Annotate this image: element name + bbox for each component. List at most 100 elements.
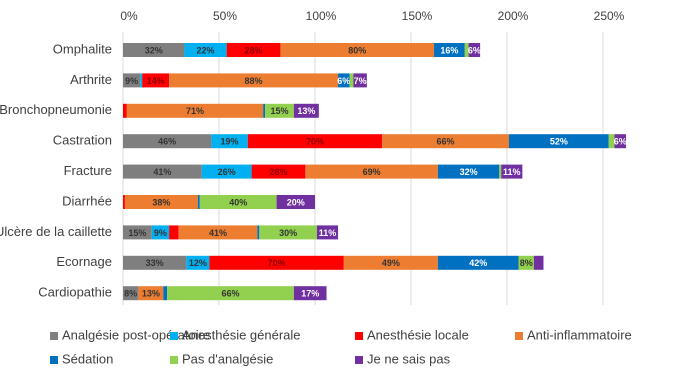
legend-label: Anesthésie générale: [182, 327, 301, 342]
bar-segment: [265, 103, 294, 118]
bar-segment: [197, 195, 200, 209]
value-label: 11%: [503, 167, 521, 177]
value-label: 16%: [440, 45, 458, 55]
legend-swatch: [50, 356, 58, 364]
bar-segment: [464, 43, 469, 57]
bar-segment: [293, 286, 327, 301]
category-label: Castration: [53, 133, 112, 148]
value-label: 28%: [245, 45, 263, 55]
value-label: 15%: [270, 106, 288, 116]
value-label: 70%: [306, 137, 324, 147]
bar-segment: [316, 225, 339, 240]
legend-swatch: [515, 332, 523, 340]
category-label: Bronchopneumonie: [0, 102, 112, 117]
category-label: Cardiopathie: [38, 285, 112, 300]
bar-segment: [169, 73, 339, 88]
value-label: 88%: [245, 76, 263, 86]
legend-swatch: [355, 332, 363, 340]
bar-segment: [140, 73, 143, 88]
bar-segment: [151, 225, 170, 240]
value-label: 66%: [437, 137, 455, 147]
value-label: 66%: [222, 289, 240, 299]
value-label: 32%: [460, 167, 478, 177]
value-label: 80%: [348, 45, 366, 55]
value-label: 8%: [124, 289, 137, 299]
bar-segment: [508, 134, 609, 149]
bar-segment: [123, 255, 187, 270]
legend-label: Sédation: [62, 351, 113, 366]
value-label: 49%: [382, 258, 400, 268]
bar-segment: [437, 164, 500, 179]
bar-segment: [437, 255, 519, 270]
legend-label: Je ne sais pas: [367, 351, 451, 366]
value-label: 28%: [270, 167, 288, 177]
value-label: 41%: [209, 228, 227, 238]
category-label: Diarrhée: [62, 193, 112, 208]
value-label: 40%: [229, 197, 247, 207]
bar-segment: [608, 134, 615, 149]
value-label: 46%: [158, 137, 176, 147]
bar-segment: [211, 134, 248, 149]
bar-segment: [468, 43, 481, 57]
value-label: 12%: [189, 258, 207, 268]
bar-segment: [123, 43, 185, 57]
bar-segment: [251, 164, 306, 179]
value-label: 13%: [297, 106, 315, 116]
bar-segment: [199, 195, 277, 209]
bar-segment: [499, 164, 502, 179]
value-label: 42%: [469, 258, 487, 268]
bar-segment: [123, 73, 141, 88]
bar-segment: [167, 286, 294, 301]
x-tick-label: 50%: [213, 9, 237, 23]
value-label: 70%: [268, 258, 286, 268]
bar-segment: [184, 43, 227, 57]
legend-swatch: [355, 356, 363, 364]
x-tick-label: 250%: [594, 9, 625, 23]
x-tick-label: 200%: [498, 9, 529, 23]
bar-segment: [259, 225, 317, 240]
value-label: 8%: [520, 258, 533, 268]
bar-segment: [123, 286, 139, 301]
bar-segment: [123, 195, 125, 209]
value-label: 15%: [128, 228, 146, 238]
category-label: Omphalite: [53, 41, 112, 56]
bar-segment: [209, 255, 344, 270]
bar-segment: [142, 73, 170, 88]
x-tick-label: 0%: [120, 9, 138, 23]
bar-segment: [518, 255, 534, 270]
value-label: 6%: [614, 137, 627, 147]
bar-segment: [533, 255, 544, 270]
value-label: 52%: [550, 137, 568, 147]
value-label: 30%: [279, 228, 297, 238]
value-label: 41%: [153, 167, 171, 177]
bar-segment: [123, 225, 152, 240]
x-tick-label: 100%: [306, 9, 337, 23]
bar-segment: [349, 73, 354, 88]
bar-segment: [169, 225, 179, 240]
legend-swatch: [170, 332, 178, 340]
bar-segment: [263, 103, 266, 118]
bar-segment: [123, 134, 212, 149]
bar-segment: [123, 164, 202, 179]
value-label: 22%: [197, 45, 215, 55]
bar-segment: [138, 286, 164, 301]
legend-label: Pas d'analgésie: [182, 351, 273, 366]
bar-segment: [501, 164, 523, 179]
bar-segment: [163, 286, 168, 301]
value-label: 6%: [468, 45, 481, 55]
bar-segment: [201, 164, 252, 179]
bar-segment: [338, 73, 350, 88]
value-label: 26%: [218, 167, 236, 177]
category-label: Arthrite: [70, 72, 112, 87]
bar-segment: [280, 43, 435, 57]
value-label: 20%: [287, 197, 305, 207]
bar-segment: [353, 73, 367, 88]
value-label: 11%: [319, 228, 337, 238]
value-label: 69%: [363, 167, 381, 177]
bar-segment: [124, 195, 198, 209]
value-label: 17%: [301, 289, 319, 299]
value-label: 9%: [125, 76, 138, 86]
value-label: 71%: [186, 106, 204, 116]
bar-segment: [434, 43, 465, 57]
